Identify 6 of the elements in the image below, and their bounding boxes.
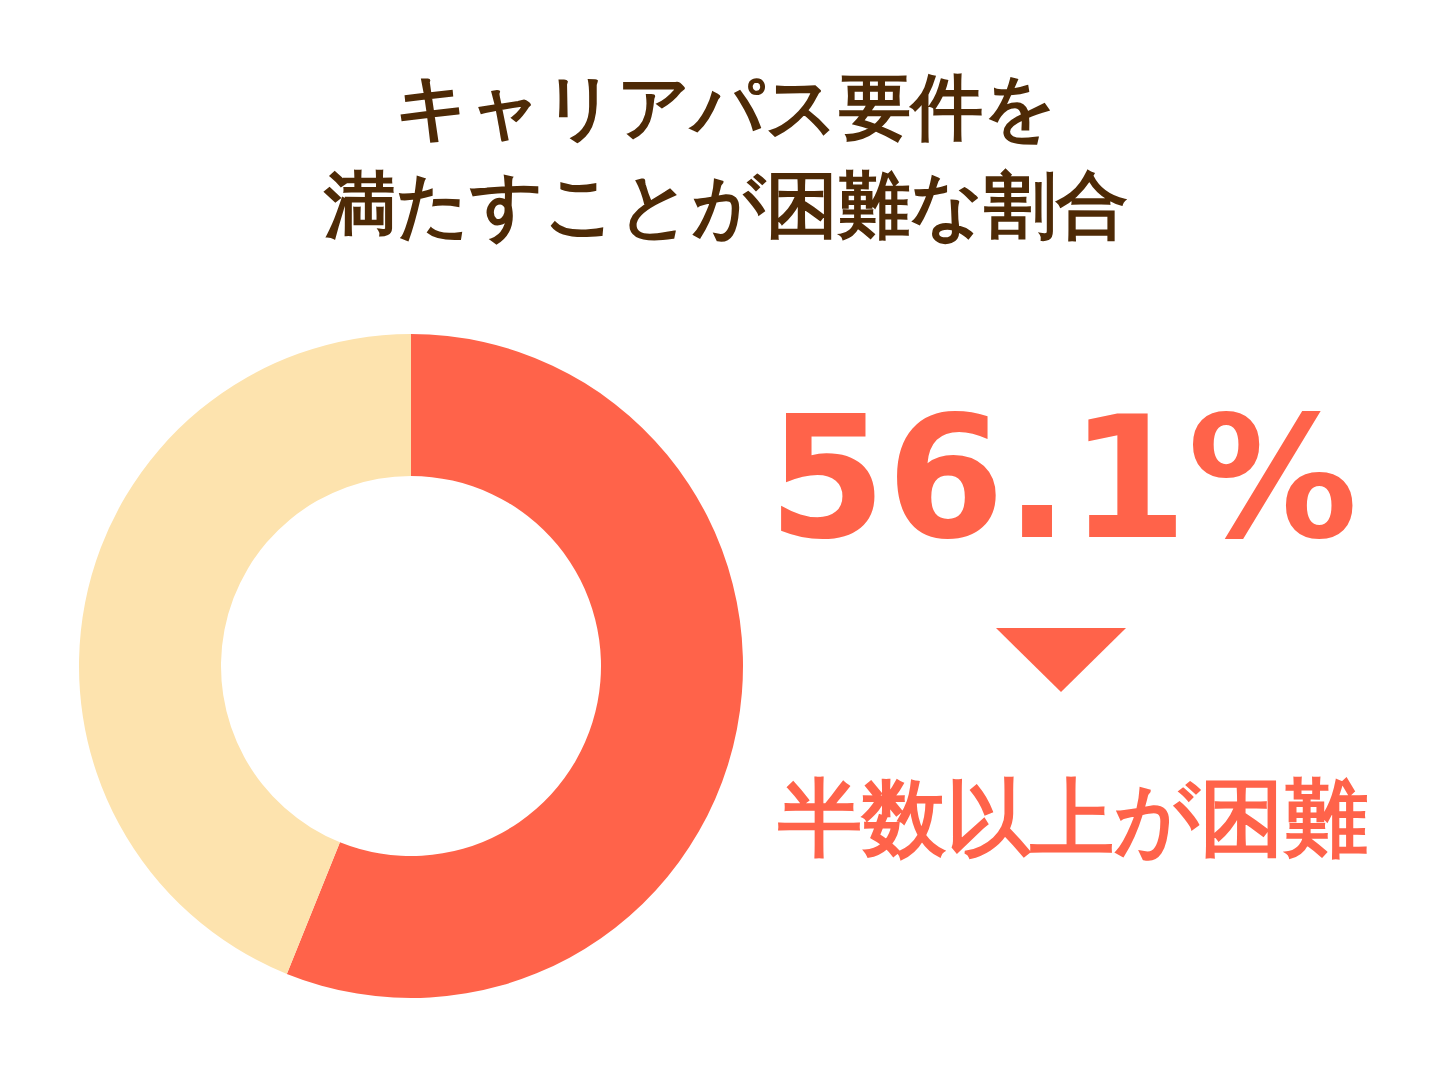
chart-title: キャリアパス要件を	[394, 64, 1058, 151]
donut-slice	[286, 334, 743, 998]
text: 半数以上が困難	[777, 768, 1369, 868]
donut-slice	[79, 334, 411, 974]
data-label: 56.1%	[767, 379, 1359, 577]
chart-subtitle: 満たすことが困難な割合	[322, 162, 1129, 249]
